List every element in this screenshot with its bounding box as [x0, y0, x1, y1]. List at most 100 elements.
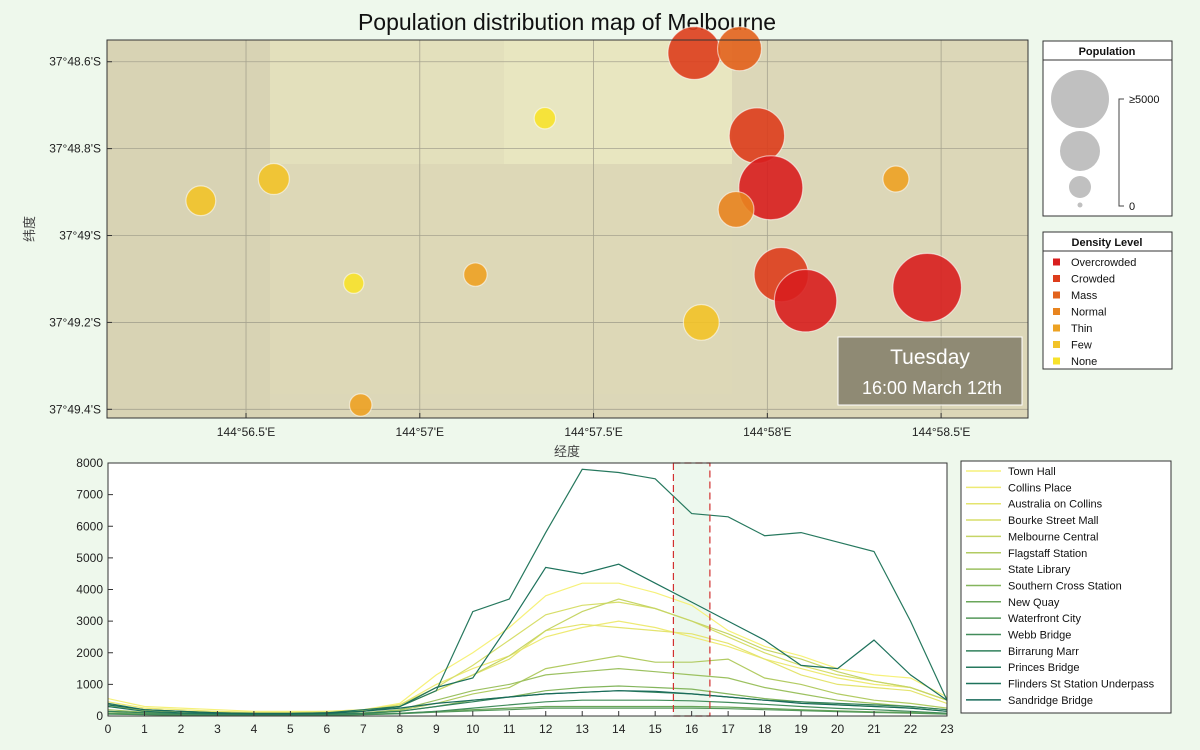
population-legend-title: Population	[1079, 46, 1136, 58]
series-legend-label: Collins Place	[1008, 482, 1072, 494]
map-population-point	[185, 185, 217, 217]
line-y-tick-label: 1000	[76, 677, 103, 691]
size-legend-circle-small	[1069, 176, 1091, 198]
size-legend-circle-medium	[1060, 131, 1100, 171]
line-y-tick-label: 2000	[76, 646, 103, 660]
series-line	[107, 699, 948, 716]
map-x-tick-label: 144°58.5'E	[912, 425, 970, 439]
density-legend-swatch	[1053, 275, 1060, 282]
density-legend-frame	[1042, 231, 1173, 370]
line-y-tick-label: 3000	[76, 614, 103, 628]
line-x-tick-label: 2	[178, 722, 185, 736]
size-legend-max-label: ≥5000	[1129, 94, 1160, 106]
line-x-tick-label: 3	[214, 722, 221, 736]
time-label: 16:00 March 12th	[862, 378, 1002, 398]
map-population-point	[533, 106, 557, 130]
map-title: Population distribution map of Melbourne	[358, 9, 776, 35]
series-legend-label: Sandridge Bridge	[1008, 695, 1093, 707]
density-legend-label: Crowded	[1071, 274, 1115, 286]
map-population-point	[717, 190, 755, 228]
density-legend-swatch	[1053, 341, 1060, 348]
series-legend-label: Flagstaff Station	[1008, 548, 1087, 560]
series-legend-label: Bourke Street Mall	[1008, 515, 1098, 527]
line-x-tick-label: 17	[721, 722, 735, 736]
density-legend: Density Level Overcrowded Crowded Mass Norm…	[1042, 231, 1173, 370]
map-x-tick-label: 144°57'E	[396, 425, 444, 439]
map-y-tick-label: 37°49'S	[59, 229, 101, 243]
density-legend-swatch	[1053, 291, 1060, 299]
line-x-tick-label: 0	[105, 722, 112, 736]
line-x-tick-label: 7	[360, 722, 367, 736]
map-y-tick-label: 37°48.6'S	[49, 55, 101, 69]
density-legend-label: Overcrowded	[1071, 257, 1136, 269]
map-y-axis-label: 纬度	[22, 216, 37, 242]
line-panel: 0 1 2 3 4 5 6 7 8 9 10 11 12 13 14 15 16 17 18 19 20 21 22 2301…	[76, 456, 954, 736]
map-y-tick-label: 37°48.8'S	[49, 142, 101, 156]
map-population-point	[343, 272, 365, 295]
line-y-tick-label: 4000	[76, 583, 103, 597]
series-line	[107, 690, 948, 715]
map-population-point	[738, 155, 804, 221]
line-y-tick-label: 0	[96, 709, 103, 723]
line-y-tick-label: 6000	[76, 519, 103, 533]
line-x-tick-label: 15	[648, 722, 662, 736]
map-population-point	[892, 252, 963, 323]
density-legend-label: None	[1071, 356, 1097, 368]
series-legend-label: Webb Bridge	[1008, 630, 1071, 642]
size-legend-bracket	[1118, 98, 1124, 207]
series-legend-label: Southern Cross Station	[1008, 580, 1122, 592]
line-x-tick-label: 5	[287, 722, 294, 736]
line-x-tick-label: 12	[539, 722, 553, 736]
date-box	[837, 336, 1023, 406]
density-legend-swatch	[1053, 308, 1060, 315]
density-legend-items: Overcrowded Crowded Mass Normal Thin Few None	[1053, 257, 1136, 368]
line-x-tick-label: 10	[466, 722, 480, 736]
series-line	[107, 563, 948, 715]
line-x-tick-label: 21	[867, 722, 881, 736]
density-legend-label: Few	[1071, 340, 1092, 352]
map-tile	[270, 164, 732, 394]
map-y-tick-label: 37°49.2'S	[49, 315, 101, 329]
size-legend-circle-large	[1051, 70, 1109, 128]
map-population-point	[348, 393, 373, 417]
map-frame	[106, 39, 1029, 419]
map-population-point	[682, 303, 720, 341]
map-y-tick-label: 37°49.4'S	[49, 402, 101, 416]
series-legend-label: Town Hall	[1008, 466, 1056, 478]
line-y-tick-label: 7000	[76, 488, 103, 502]
size-legend-circle-tiny	[1077, 202, 1083, 208]
line-x-tick-label: 13	[576, 722, 590, 736]
population-legend-frame	[1042, 40, 1173, 217]
density-legend-title: Density Level	[1072, 237, 1143, 249]
density-legend-swatch	[1053, 258, 1060, 266]
map-x-tick-label: 144°58'E	[743, 425, 791, 439]
line-x-tick-label: 9	[433, 722, 440, 736]
series-legend-label: New Quay	[1008, 597, 1060, 609]
density-legend-swatch	[1053, 324, 1060, 332]
population-legend: Population ≥5000 0	[1042, 40, 1173, 217]
line-x-tick-label: 23	[940, 722, 954, 736]
series-legend-label: Australia on Collins	[1008, 499, 1103, 511]
line-x-tick-label: 6	[324, 722, 331, 736]
series-legend-label: Flinders St Station Underpass	[1008, 679, 1155, 691]
series-legend-items: Town Hall Collins Place Australia on Colli…	[966, 466, 1155, 707]
line-x-tick-label: 18	[758, 722, 772, 736]
series-legend: Town Hall Collins Place Australia on Colli…	[960, 460, 1172, 714]
map-x-axis-label: 经度	[554, 444, 580, 459]
series-legend-label: Birrarung Marr	[1008, 646, 1079, 658]
series-legend-label: Melbourne Central	[1008, 531, 1099, 543]
map-x-tick-label: 144°57.5'E	[564, 425, 622, 439]
series-line	[107, 620, 948, 713]
map-tile	[107, 40, 270, 418]
series-legend-label: Waterfront City	[1008, 613, 1081, 625]
line-x-tick-label: 20	[831, 722, 845, 736]
density-legend-swatch	[1053, 357, 1060, 365]
highlight-frame	[672, 462, 711, 717]
line-x-tick-label: 14	[612, 722, 626, 736]
map-population-point	[716, 26, 763, 72]
line-x-tick-label: 8	[396, 722, 403, 736]
series-legend-label: Princes Bridge	[1008, 662, 1080, 674]
line-x-tick-label: 19	[794, 722, 808, 736]
size-legend-min-label: 0	[1129, 201, 1135, 213]
